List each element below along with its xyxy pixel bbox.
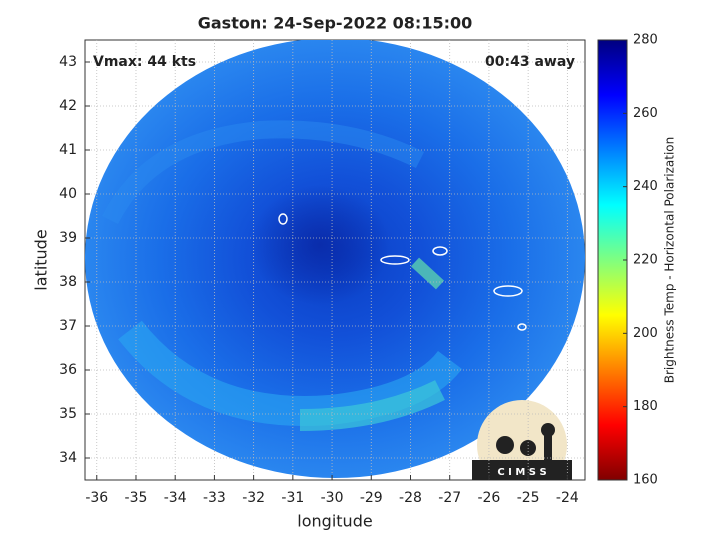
x-tick-label: -34 <box>164 490 187 506</box>
colorbar-tick-label: 200 <box>633 326 658 341</box>
x-tick-label: -36 <box>85 490 108 506</box>
y-tick-label: 34 <box>59 450 77 466</box>
x-axis-label: longitude <box>297 512 372 531</box>
chart-title: Gaston: 24-Sep-2022 08:15:00 <box>198 14 473 33</box>
x-tick-label: -30 <box>321 490 344 506</box>
x-tick-label: -25 <box>517 490 540 506</box>
y-tick-label: 42 <box>59 98 77 114</box>
y-tick-label: 36 <box>59 362 77 378</box>
x-tick-label: -27 <box>438 490 461 506</box>
logo-text: C I M S S <box>497 467 546 478</box>
y-tick-label: 41 <box>59 142 77 158</box>
y-tick-label: 39 <box>59 230 77 246</box>
x-tick-label: -32 <box>242 490 265 506</box>
x-tick-label: -29 <box>360 490 383 506</box>
x-tick-label: -31 <box>281 490 304 506</box>
image <box>85 40 585 480</box>
y-tick-label: 35 <box>59 406 77 422</box>
colorbar-tick-label: 160 <box>633 473 658 488</box>
colorbar-label: Brightness Temp - Horizontal Polarizatio… <box>663 137 677 384</box>
x-tick-label: -24 <box>556 490 579 506</box>
colorbar-tick-label: 180 <box>633 399 658 414</box>
grid <box>85 40 585 480</box>
colorbar-tick-label: 220 <box>633 253 658 268</box>
colorbar-tick-label: 260 <box>633 106 658 121</box>
y-axis-label: latitude <box>32 229 51 290</box>
colorbar <box>597 39 628 481</box>
x-tick-label: -26 <box>477 490 500 506</box>
y-tick-label: 43 <box>59 54 77 70</box>
y-tick-label: 40 <box>59 186 77 202</box>
y-tick-label: 37 <box>59 318 77 334</box>
annotation: 00:43 away <box>485 54 575 70</box>
x-tick-label: -33 <box>203 490 226 506</box>
x-tick-label: -35 <box>125 490 148 506</box>
x-tick-label: -28 <box>399 490 422 506</box>
y-tick-label: 38 <box>59 274 77 290</box>
colorbar-tick-label: 240 <box>633 179 658 194</box>
colorbar-tick-label: 280 <box>633 33 658 48</box>
annotation: Vmax: 44 kts <box>93 54 196 70</box>
